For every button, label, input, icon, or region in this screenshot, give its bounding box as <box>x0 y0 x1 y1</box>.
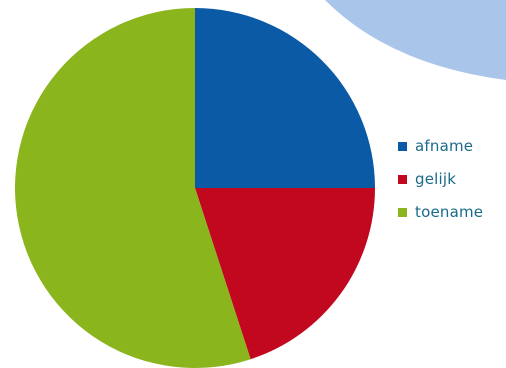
legend-swatch-gelijk <box>398 174 407 184</box>
legend-item-gelijk: gelijk <box>398 168 483 190</box>
pie-slice-toename <box>15 8 251 368</box>
legend-swatch-afname <box>398 141 407 151</box>
legend-swatch-toename <box>398 207 407 217</box>
legend-item-afname: afname <box>398 135 483 157</box>
pie-slice-afname <box>195 8 375 188</box>
decorative-corner-arc <box>325 0 506 80</box>
legend: afname gelijk toename <box>398 135 483 223</box>
legend-label-toename: toename <box>415 203 484 221</box>
legend-label-gelijk: gelijk <box>415 170 457 188</box>
pie-slice-gelijk <box>195 188 375 360</box>
legend-label-afname: afname <box>415 137 474 155</box>
pie-slices <box>15 8 375 368</box>
legend-item-toename: toename <box>398 201 483 223</box>
